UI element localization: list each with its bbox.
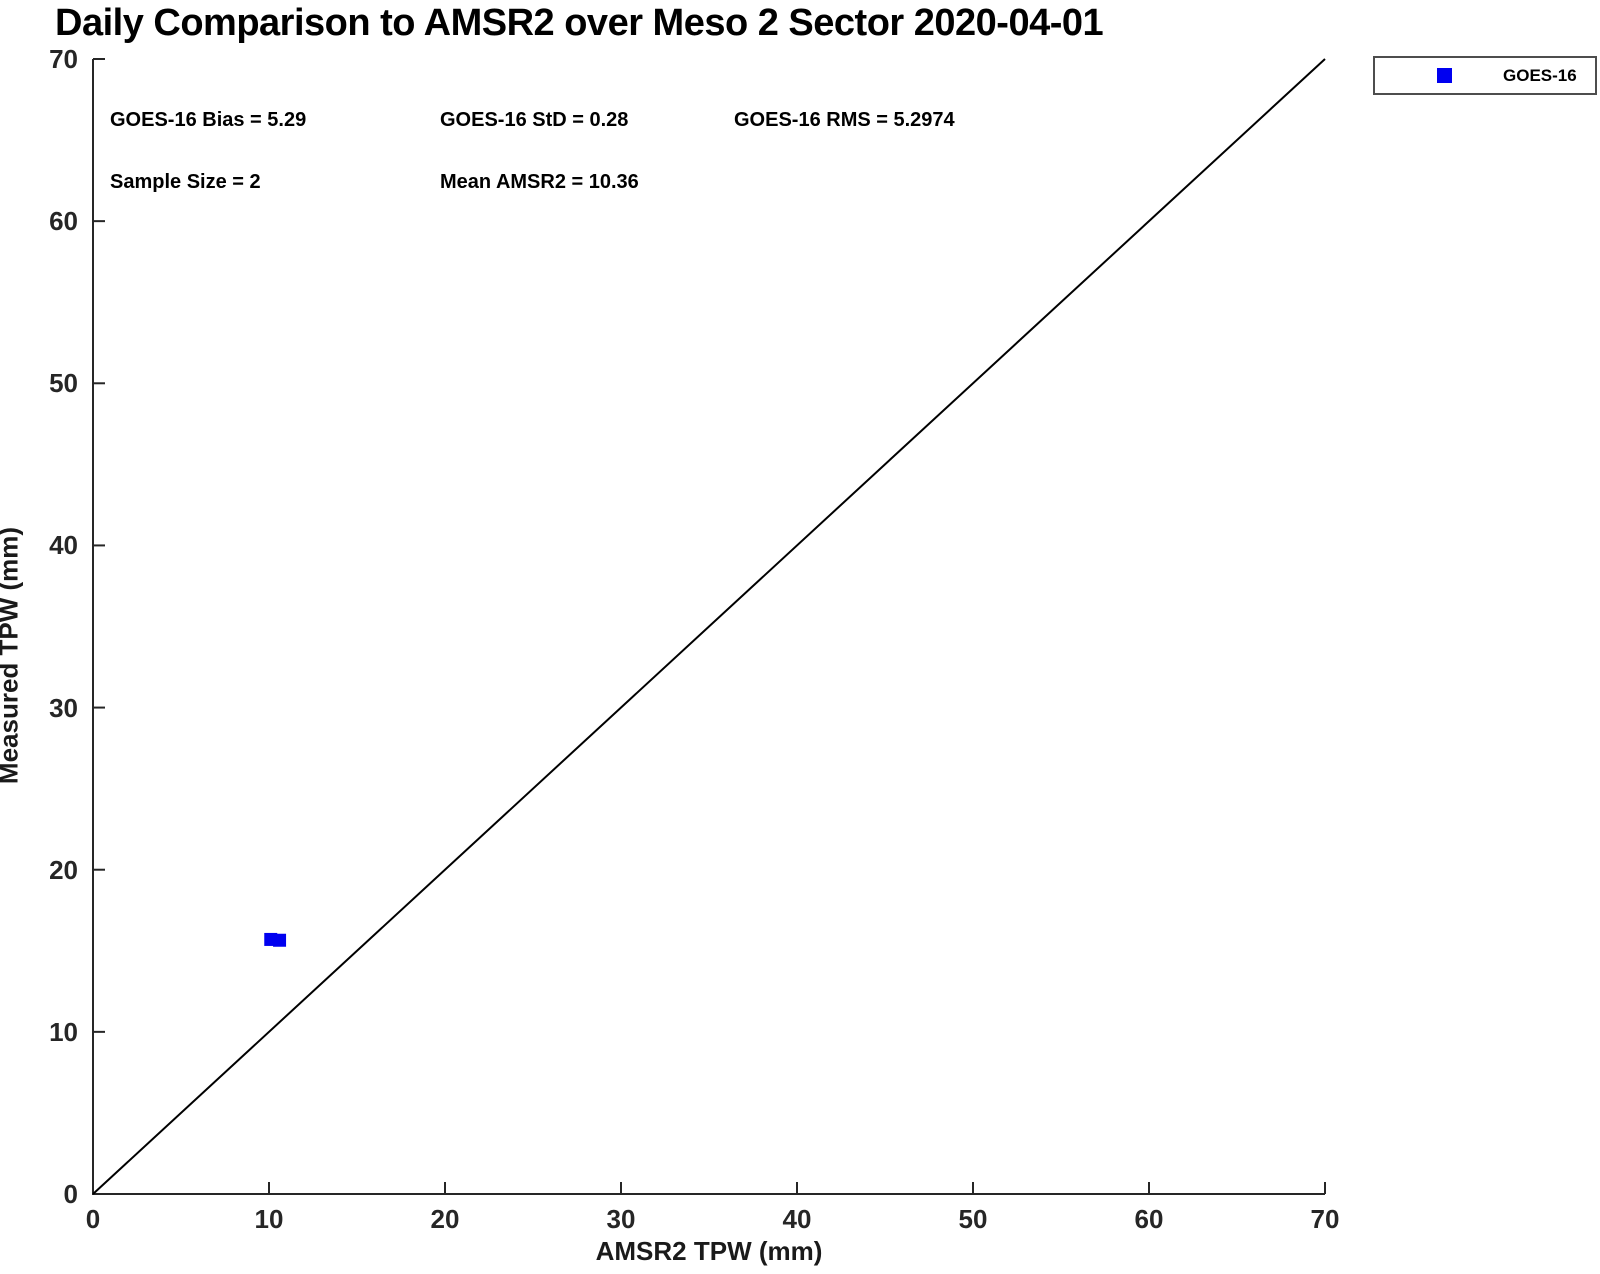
x-tick-label: 30 — [606, 1204, 636, 1234]
data-point-goes-16 — [273, 933, 287, 947]
x-tick-label: 70 — [1310, 1204, 1340, 1234]
y-tick-label: 0 — [63, 1179, 78, 1209]
y-axis-label: Measured TPW (mm) — [0, 526, 24, 785]
x-axis-label: AMSR2 TPW (mm) — [595, 1236, 823, 1266]
x-tick-label: 10 — [254, 1204, 284, 1234]
stat-bias: GOES-16 Bias = 5.29 — [110, 109, 307, 131]
y-tick-label: 30 — [49, 692, 78, 723]
y-tick-label: 40 — [49, 530, 78, 561]
y-tick-label: 50 — [49, 368, 78, 399]
stat-sample-size: Sample Size = 2 — [110, 171, 261, 193]
y-tick-label: 10 — [49, 1016, 78, 1047]
goes16-marker-icon — [1437, 68, 1452, 83]
stat-mean-amsr2: Mean AMSR2 = 10.36 — [440, 171, 639, 193]
x-tick-label: 60 — [1134, 1204, 1164, 1234]
stat-std: GOES-16 StD = 0.28 — [440, 109, 629, 131]
stat-rms: GOES-16 RMS = 5.2974 — [734, 109, 955, 131]
y-tick-label: 20 — [49, 854, 78, 885]
y-tick-label: 60 — [49, 206, 78, 237]
x-tick-label: 40 — [782, 1204, 812, 1234]
one-to-one-line — [92, 58, 1326, 1195]
x-tick-label: 0 — [85, 1204, 101, 1234]
x-tick-label: 20 — [430, 1204, 460, 1234]
legend-label-goes16: GOES-16 — [1503, 66, 1577, 85]
legend-box: GOES-16 — [1373, 56, 1597, 95]
x-tick-label: 50 — [958, 1204, 988, 1234]
chart-title: Daily Comparison to AMSR2 over Meso 2 Se… — [55, 2, 1104, 44]
y-tick-label: 70 — [49, 44, 78, 74]
